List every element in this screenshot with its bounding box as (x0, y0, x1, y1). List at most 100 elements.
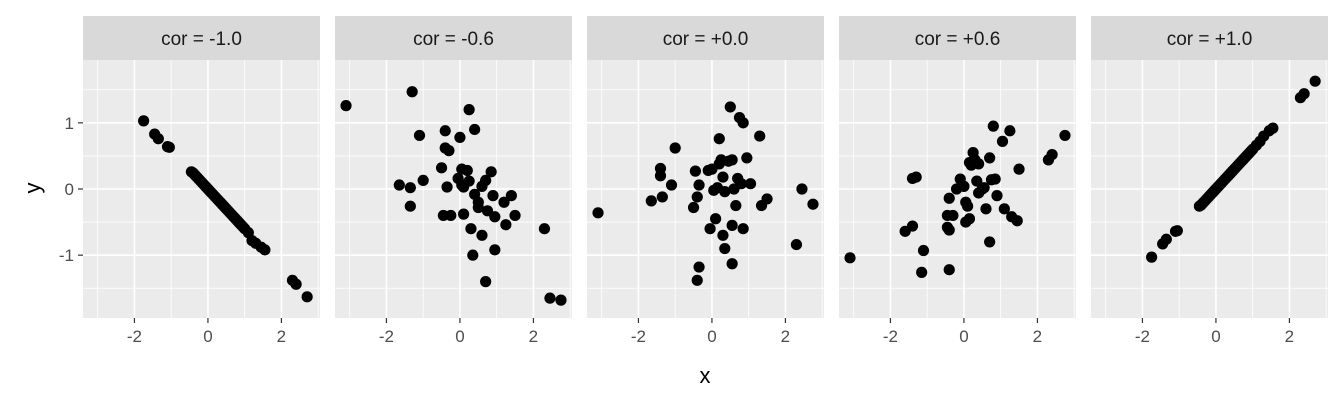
data-point (469, 123, 481, 136)
data-point (443, 145, 455, 157)
data-point (538, 223, 551, 235)
facet-panel: cor = +0.0 -2 0 2 (587, 16, 824, 346)
facet-panel: cor = -0.6 -2 0 2 (335, 16, 572, 346)
x-tick-label: 2 (529, 327, 538, 346)
data-point (962, 200, 974, 212)
data-point (998, 203, 1010, 215)
x-tick-label: 0 (455, 327, 464, 346)
data-point (1011, 215, 1023, 227)
data-point (989, 173, 1001, 185)
data-point (654, 170, 667, 182)
y-tick-label: -1 (59, 246, 74, 265)
data-point (406, 86, 418, 98)
data-point (1146, 251, 1158, 263)
data-point (138, 115, 150, 127)
x-tick-label: 2 (1285, 327, 1294, 346)
facet-strip (1091, 16, 1328, 60)
x-axis-title: x (700, 363, 711, 388)
facet-strip-label: cor = -1.0 (161, 29, 242, 50)
data-point (465, 223, 477, 235)
data-point (761, 193, 773, 205)
data-point (544, 292, 556, 304)
x-tick-label: 0 (1211, 327, 1220, 346)
facet-strip (83, 16, 320, 60)
x-tick-label: 2 (277, 327, 286, 346)
data-point (1267, 122, 1279, 134)
data-point (340, 100, 352, 112)
data-point (796, 183, 808, 195)
data-point (1013, 163, 1025, 175)
data-point (476, 229, 488, 241)
data-point (704, 223, 716, 235)
data-point (480, 174, 492, 186)
data-point (726, 258, 738, 270)
data-point (987, 120, 999, 132)
data-point (445, 209, 457, 222)
x-tick-label: -2 (127, 327, 142, 346)
x-tick-label: -2 (883, 327, 898, 346)
data-point (487, 190, 499, 202)
data-point (691, 274, 703, 286)
x-tick-label: 2 (781, 327, 790, 346)
panels: cor = -1.0 -2 0 2 cor = -0.6 -2 0 2 cor = +0.0 -2… (83, 16, 1328, 346)
data-point (790, 238, 803, 251)
data-point (947, 209, 959, 222)
data-point (163, 141, 175, 153)
data-point (404, 200, 416, 212)
data-point (669, 142, 681, 154)
facet-strip (335, 16, 572, 60)
data-point (958, 180, 970, 192)
data-point (413, 129, 426, 142)
data-point (463, 104, 475, 116)
facet-strip (587, 16, 824, 60)
data-point (505, 190, 517, 202)
data-point (943, 264, 955, 276)
facet-strip-label: cor = +0.0 (663, 29, 749, 50)
data-point (290, 278, 302, 290)
data-point (417, 174, 429, 186)
data-point (710, 213, 722, 225)
data-point (735, 178, 747, 190)
x-tick-label: 2 (1033, 327, 1042, 346)
data-point (301, 291, 313, 303)
data-point (906, 220, 919, 232)
y-axis-title: y (20, 183, 45, 194)
data-point (713, 133, 725, 145)
data-point (691, 191, 703, 203)
data-point (441, 181, 453, 193)
data-point (489, 244, 501, 256)
facet-panel: cor = -1.0 -2 0 2 (83, 16, 320, 346)
data-point (910, 171, 922, 183)
data-point (719, 186, 731, 198)
data-point (744, 178, 757, 190)
data-point (719, 242, 731, 255)
data-point (458, 208, 470, 220)
data-point (717, 229, 729, 241)
data-point (645, 195, 657, 207)
data-point (152, 133, 164, 145)
facet-panel: cor = +1.0 -2 0 2 (1091, 16, 1328, 346)
data-point (435, 162, 448, 174)
data-point (404, 182, 416, 194)
data-point (996, 135, 1009, 147)
y-tick-label: 0 (65, 180, 74, 199)
data-point (1309, 75, 1321, 87)
data-point (393, 179, 405, 191)
data-point (943, 224, 955, 236)
data-point (724, 101, 736, 113)
data-point (978, 182, 990, 194)
data-point (980, 203, 992, 215)
data-point (737, 117, 749, 129)
data-point (467, 249, 479, 261)
facet-strip-label: cor = +1.0 (1167, 29, 1253, 50)
data-point (1160, 233, 1172, 245)
data-point (1059, 129, 1071, 142)
data-point (943, 192, 955, 204)
data-point (984, 236, 996, 248)
data-point (741, 152, 753, 164)
data-point (461, 164, 473, 177)
y-axis: -1 0 1 (59, 114, 83, 265)
data-point (973, 158, 985, 170)
data-point (754, 130, 766, 142)
